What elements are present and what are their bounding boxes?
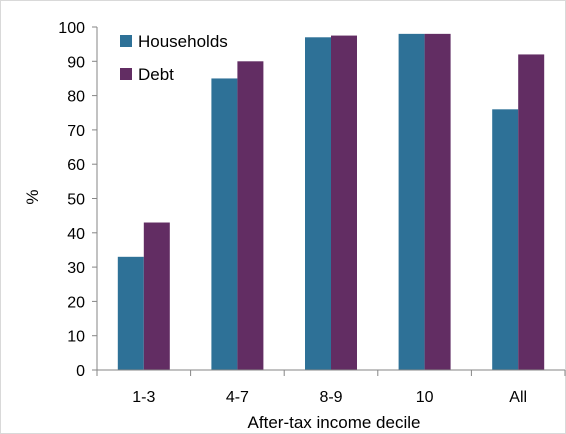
y-tick-label: 20 xyxy=(67,294,85,311)
bar-debt-2 xyxy=(237,61,264,371)
y-tick-label: 40 xyxy=(67,226,85,243)
y-tick-label: 80 xyxy=(67,89,85,106)
y-tick-label: 70 xyxy=(67,123,85,140)
y-axis-title: % xyxy=(23,189,42,204)
legend-label-households: Households xyxy=(138,32,228,51)
bar-debt-4 xyxy=(424,33,451,371)
legend: Households Debt xyxy=(120,32,228,84)
x-tick-label: 8-9 xyxy=(319,389,342,406)
legend-swatch-households xyxy=(120,35,132,47)
bars-layer xyxy=(117,33,545,371)
x-tick-label: 10 xyxy=(416,389,434,406)
bar-households-5 xyxy=(492,109,519,370)
legend-label-debt: Debt xyxy=(138,65,174,84)
y-tick-label: 60 xyxy=(67,157,85,174)
bar-households-2 xyxy=(211,78,238,370)
y-tick-label: 90 xyxy=(67,54,85,71)
y-tick-label: 10 xyxy=(67,329,85,346)
y-tick-label: 100 xyxy=(58,20,85,37)
bar-debt-3 xyxy=(331,35,357,370)
bar-debt-1 xyxy=(143,222,170,370)
x-tick-label: 4-7 xyxy=(226,389,249,406)
bar-debt-5 xyxy=(518,54,545,370)
bar-households-3 xyxy=(305,37,331,370)
y-tick-label: 30 xyxy=(67,260,85,277)
legend-swatch-debt xyxy=(120,68,132,80)
bar-households-1 xyxy=(117,256,144,370)
bar-households-4 xyxy=(398,33,425,371)
x-tick-label: 1-3 xyxy=(132,389,155,406)
labels-layer: 0 10 20 30 40 50 60 70 80 90 100 1-3 4-7 8-9 10 All xyxy=(58,20,527,406)
x-axis-title: After-tax income decile xyxy=(248,413,421,432)
y-tick-label: 0 xyxy=(76,363,85,380)
axes-layer xyxy=(92,26,566,376)
y-tick-label: 50 xyxy=(67,192,85,209)
x-tick-label: All xyxy=(509,389,527,406)
